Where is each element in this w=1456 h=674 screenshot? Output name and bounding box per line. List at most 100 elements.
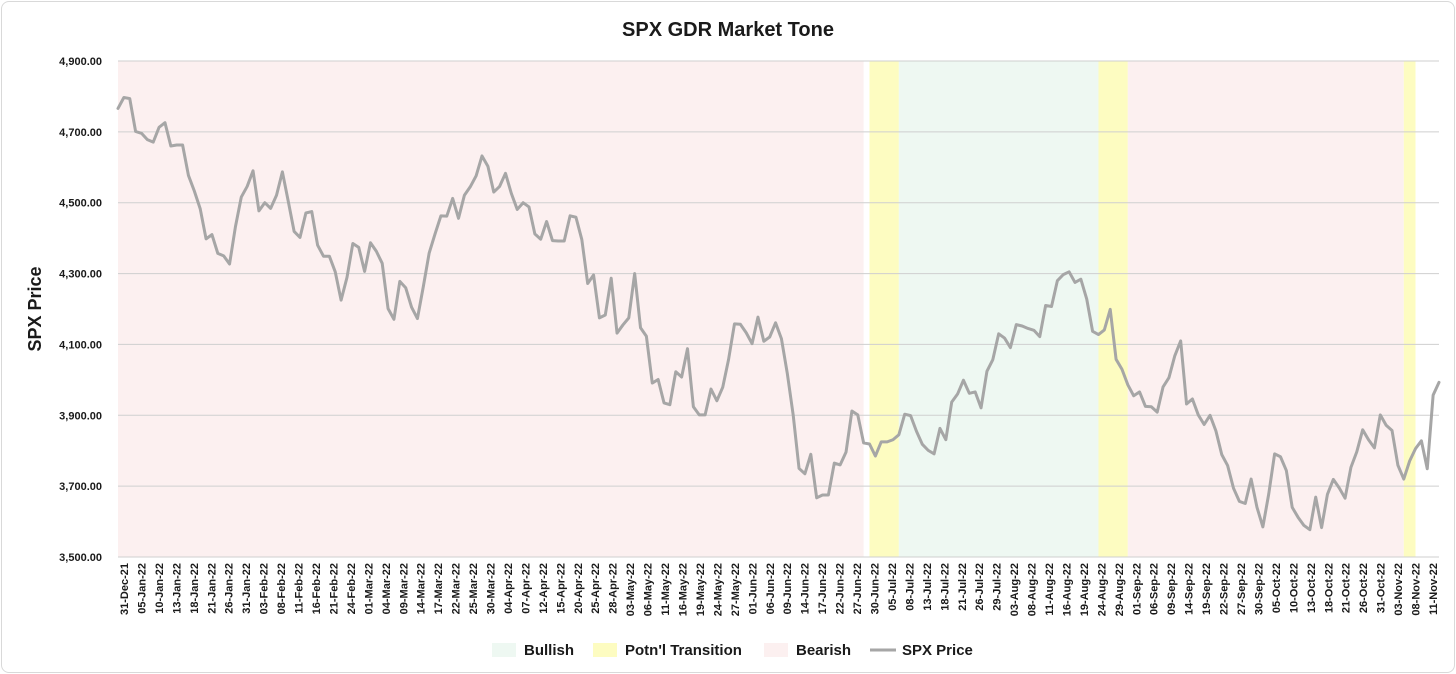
x-tick-label: 13-Jan-22 xyxy=(171,563,183,614)
x-tick-label: 17-Jun-22 xyxy=(817,563,829,614)
x-tick-label: 18-Oct-22 xyxy=(1323,563,1335,613)
x-tick-label: 24-May-22 xyxy=(712,563,724,616)
x-tick-label: 20-Apr-22 xyxy=(573,563,585,614)
x-tick-label: 17-Mar-22 xyxy=(433,563,445,614)
x-tick-label: 09-Jun-22 xyxy=(782,563,794,614)
x-tick-label: 18-Jul-22 xyxy=(939,563,951,611)
y-axis-ticks: 3,500.00 3,700.00 3,900.00 4,100.00 4,300.00… xyxy=(59,56,102,564)
x-tick-label: 06-May-22 xyxy=(643,563,655,616)
legend-label-bearish: Bearish xyxy=(796,642,851,659)
x-tick-label: 11-May-22 xyxy=(660,563,672,616)
x-tick-label: 09-Mar-22 xyxy=(398,563,410,614)
x-tick-label: 31-Jan-22 xyxy=(241,563,253,614)
legend-swatch-bullish xyxy=(492,643,516,657)
x-tick-label: 10-Jan-22 xyxy=(154,563,166,614)
x-tick-label: 30-Sep-22 xyxy=(1253,563,1265,615)
x-tick-label: 27-Jun-22 xyxy=(852,563,864,614)
x-tick-label: 19-Sep-22 xyxy=(1201,563,1213,615)
x-tick-label: 12-Apr-22 xyxy=(538,563,550,614)
y-tick-label: 4,700.00 xyxy=(59,127,102,139)
x-tick-label: 03-May-22 xyxy=(625,563,637,616)
x-tick-label: 26-Jan-22 xyxy=(224,563,236,614)
y-tick-label: 3,500.00 xyxy=(59,552,102,564)
x-tick-label: 15-Apr-22 xyxy=(555,563,567,614)
tone-region-bearish xyxy=(1127,61,1404,557)
x-tick-label: 05-Jul-22 xyxy=(887,563,899,611)
x-tick-label: 21-Jan-22 xyxy=(206,563,218,614)
x-tick-label: 26-Oct-22 xyxy=(1358,563,1370,613)
x-tick-label: 21-Oct-22 xyxy=(1341,563,1353,613)
x-tick-label: 07-Apr-22 xyxy=(520,563,532,614)
x-tick-label: 16-Aug-22 xyxy=(1061,563,1073,616)
gridlines xyxy=(118,60,1439,558)
x-tick-label: 21-Feb-22 xyxy=(328,563,340,614)
x-tick-label: 08-Jul-22 xyxy=(904,563,916,611)
x-tick-label: 31-Dec-21 xyxy=(119,563,131,615)
y-tick-label: 4,500.00 xyxy=(59,198,102,210)
x-tick-label: 11-Nov-22 xyxy=(1428,563,1440,615)
tone-region-bullish xyxy=(898,61,1099,557)
tone-region-potn-l-transition xyxy=(1403,61,1416,557)
x-tick-label: 27-May-22 xyxy=(730,563,742,616)
x-tick-label: 29-Aug-22 xyxy=(1114,563,1126,616)
x-tick-label: 16-May-22 xyxy=(678,563,690,616)
legend: Bullish Potn'l Transition Bearish SPX Price xyxy=(492,642,973,659)
x-tick-label: 06-Sep-22 xyxy=(1149,563,1161,615)
y-tick-label: 3,900.00 xyxy=(59,410,102,422)
x-tick-label: 25-Apr-22 xyxy=(590,563,602,614)
x-tick-label: 14-Sep-22 xyxy=(1184,563,1196,615)
y-axis-label: SPX Price xyxy=(25,266,45,351)
tone-region-potn-l-transition xyxy=(869,61,899,557)
x-tick-label: 01-Sep-22 xyxy=(1131,563,1143,615)
legend-label-potn-l-transition: Potn'l Transition xyxy=(625,642,742,659)
x-tick-label: 22-Sep-22 xyxy=(1219,563,1231,615)
x-tick-label: 10-Oct-22 xyxy=(1288,563,1300,613)
x-tick-label: 01-Jun-22 xyxy=(747,563,759,614)
x-tick-label: 05-Oct-22 xyxy=(1271,563,1283,613)
y-tick-label: 3,700.00 xyxy=(59,481,102,493)
x-tick-label: 13-Oct-22 xyxy=(1306,563,1318,613)
x-tick-label: 30-Jun-22 xyxy=(869,563,881,614)
y-tick-label: 4,100.00 xyxy=(59,339,102,351)
tone-region-bearish xyxy=(118,61,864,557)
chart-title: SPX GDR Market Tone xyxy=(622,19,834,41)
x-tick-label: 24-Aug-22 xyxy=(1096,563,1108,616)
x-tick-label: 18-Jan-22 xyxy=(189,563,201,614)
x-tick-label: 03-Feb-22 xyxy=(259,563,271,614)
x-tick-label: 25-Mar-22 xyxy=(468,563,480,614)
x-tick-label: 14-Jun-22 xyxy=(800,563,812,614)
x-tick-label: 09-Sep-22 xyxy=(1166,563,1178,615)
x-tick-label: 04-Mar-22 xyxy=(381,563,393,614)
x-tick-label: 08-Aug-22 xyxy=(1027,563,1039,616)
legend-swatch-potn-l-transition xyxy=(593,643,617,657)
x-tick-label: 22-Jun-22 xyxy=(835,563,847,614)
x-tick-label: 16-Feb-22 xyxy=(311,563,323,614)
x-tick-label: 03-Aug-22 xyxy=(1009,563,1021,616)
y-tick-label: 4,300.00 xyxy=(59,269,102,281)
x-axis-ticks: 31-Dec-21 05-Jan-22 10-Jan-22 13-Jan-22 18-J… xyxy=(119,563,1440,616)
series-layer xyxy=(116,95,1441,532)
tone-regions xyxy=(118,61,1416,557)
x-tick-label: 21-Jul-22 xyxy=(957,563,969,611)
x-tick-label: 26-Jul-22 xyxy=(974,563,986,611)
x-tick-label: 01-Mar-22 xyxy=(363,563,375,614)
x-tick-label: 13-Jul-22 xyxy=(922,563,934,611)
x-tick-label: 29-Jul-22 xyxy=(992,563,1004,611)
x-tick-label: 05-Jan-22 xyxy=(136,563,148,614)
x-tick-label: 08-Feb-22 xyxy=(276,563,288,614)
y-tick-label: 4,900.00 xyxy=(59,56,102,68)
x-tick-label: 03-Nov-22 xyxy=(1393,563,1405,616)
tone-region-potn-l-transition xyxy=(1098,61,1128,557)
x-tick-label: 31-Oct-22 xyxy=(1376,563,1388,613)
x-tick-label: 19-Aug-22 xyxy=(1079,563,1091,616)
x-tick-label: 19-May-22 xyxy=(695,563,707,616)
x-tick-label: 27-Sep-22 xyxy=(1236,563,1248,615)
x-tick-label: 06-Jun-22 xyxy=(765,563,777,614)
x-tick-label: 11-Aug-22 xyxy=(1044,563,1056,616)
x-tick-label: 28-Apr-22 xyxy=(608,563,620,614)
x-tick-label: 14-Mar-22 xyxy=(416,563,428,614)
x-tick-label: 11-Feb-22 xyxy=(294,563,306,614)
legend-label-bullish: Bullish xyxy=(524,642,574,659)
x-tick-label: 08-Nov-22 xyxy=(1411,563,1423,616)
